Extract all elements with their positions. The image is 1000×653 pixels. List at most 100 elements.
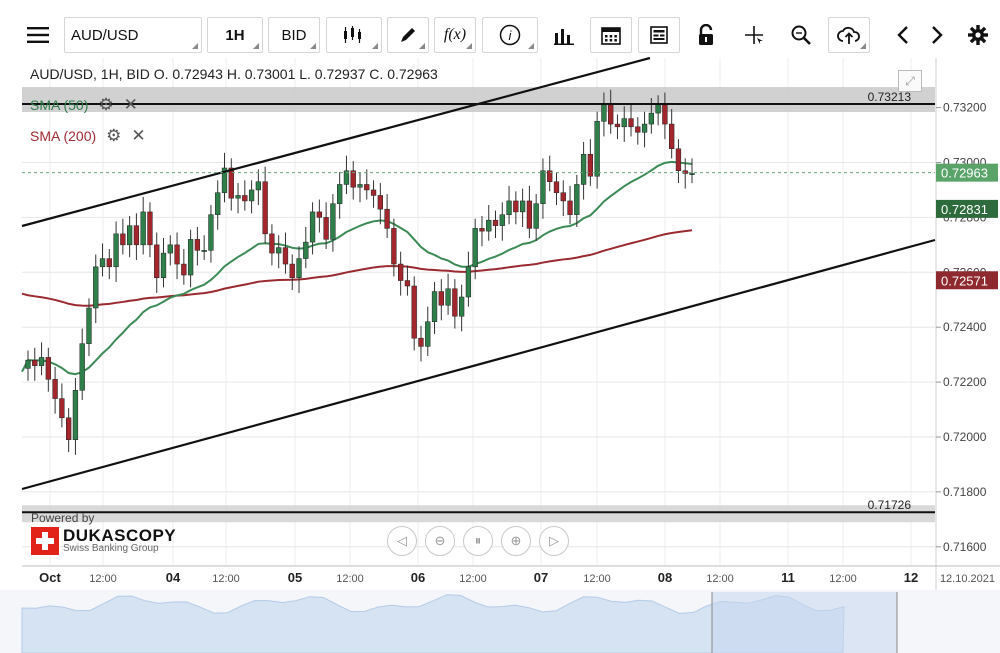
candle-body [452,288,458,317]
report-button[interactable] [638,17,680,53]
candle-body [99,258,106,268]
cloud-button[interactable] [828,17,870,53]
plot-background [0,58,1000,653]
y-tick-label: 0.71800 [943,485,987,499]
candle-body [45,357,51,380]
candle-body [147,211,153,246]
symbol-selector[interactable]: AUD/USD [64,17,202,53]
candle-body [215,192,221,215]
candle-body [167,244,173,254]
gear-icon [968,25,988,45]
candle-body [133,225,140,246]
candle-body [377,195,383,210]
zoom-icon [791,25,811,45]
draw-tool-button[interactable] [387,17,429,53]
candle-body [228,167,234,199]
candle-body [580,154,587,185]
candle-body [445,288,451,306]
sma50-settings-icon[interactable]: ⚙ [98,95,114,114]
volume-button[interactable] [546,17,582,53]
next-arrow-icon [932,26,943,44]
level-label: 0.73213 [868,90,912,104]
x-tick-label: 04 [166,570,181,585]
channel-upper-line [21,56,651,228]
candle-body [86,307,92,344]
zoom-button[interactable] [783,17,819,53]
candle-body [255,181,262,191]
brand-name: DUKASCOPY [63,526,177,545]
info-icon: i [499,24,521,46]
candle-body [350,170,356,188]
candle-body [296,258,302,279]
y-tick-label: 0.72400 [943,320,987,334]
pen-icon [401,28,415,42]
expand-icon[interactable]: ⤢ [898,70,922,92]
crosshair-button[interactable] [736,17,772,53]
candle-body [682,170,688,174]
candle-body [276,247,282,254]
candle-body [411,285,417,339]
sma200-path [21,229,693,307]
candle-body [93,266,99,309]
sma200-close-icon[interactable]: ✕ [131,126,146,145]
candle-body [316,211,322,218]
level-label: 0.71726 [868,498,912,512]
x-tick-label: 12:00 [212,573,240,585]
scroll-left-icon[interactable]: ◁ [387,526,417,556]
reset-icon[interactable]: ⏸ [463,526,493,556]
candle-body [431,291,438,322]
candle-body [499,214,505,226]
candle-body [66,417,72,440]
candle-body [391,228,397,265]
candle-body [242,195,248,202]
lock-button[interactable] [690,17,722,53]
scroll-right-icon[interactable]: ▷ [539,526,569,556]
candle-body [547,170,553,182]
sma200-price-tag: 0.72571 [941,273,988,288]
y-tick-label: 0.71600 [943,540,987,554]
candle-body [262,181,268,235]
next-button[interactable] [922,17,952,53]
chart-type-button[interactable] [326,17,382,53]
candle-body [614,123,621,128]
candle-body [479,228,485,232]
candle-body [79,343,85,391]
x-axis: Oct 12:00 04 12:00 05 12:00 06 12:00 07 12:00 08 12… [22,565,1000,585]
indicators-button[interactable]: f(x) [434,17,476,53]
candle-body [72,390,79,440]
price-bands [22,87,935,523]
zoom-out-icon[interactable]: ⊖ [425,526,455,556]
menu-icon[interactable] [20,17,56,53]
calendar-button[interactable] [590,17,632,53]
swiss-flag-icon [31,527,59,555]
candle-body [126,225,133,246]
x-tick-label: 12:00 [583,573,611,585]
x-tick-label: 07 [534,570,548,585]
sma50-price-tag-bg [936,199,998,218]
candle-body [533,203,539,229]
settings-button[interactable] [962,17,994,53]
candle-body [113,233,119,268]
sma50-close-icon[interactable]: ✕ [123,95,138,114]
price-side-selector[interactable]: BID [268,17,320,53]
lock-icon [699,24,713,45]
zoom-in-icon[interactable]: ⊕ [501,526,531,556]
timeframe-selector[interactable]: 1H [207,17,263,53]
candle-body [337,184,343,204]
candle-body [140,211,146,246]
candle-body [221,167,228,193]
candle-body [106,258,112,268]
candle-body [675,148,682,171]
info-button[interactable]: i [482,17,538,53]
sma200-label: SMA (200) [30,128,97,144]
grid [0,58,1000,653]
sma200-settings-icon[interactable]: ⚙ [106,126,122,145]
candle-body [519,200,526,213]
function-icon: f(x) [443,26,467,43]
sma50-legend: SMA (50) ⚙ ✕ [30,95,138,115]
navigator[interactable] [0,590,1000,653]
candle-body [635,126,641,133]
prev-button[interactable] [888,17,918,53]
candle-body [364,184,370,191]
